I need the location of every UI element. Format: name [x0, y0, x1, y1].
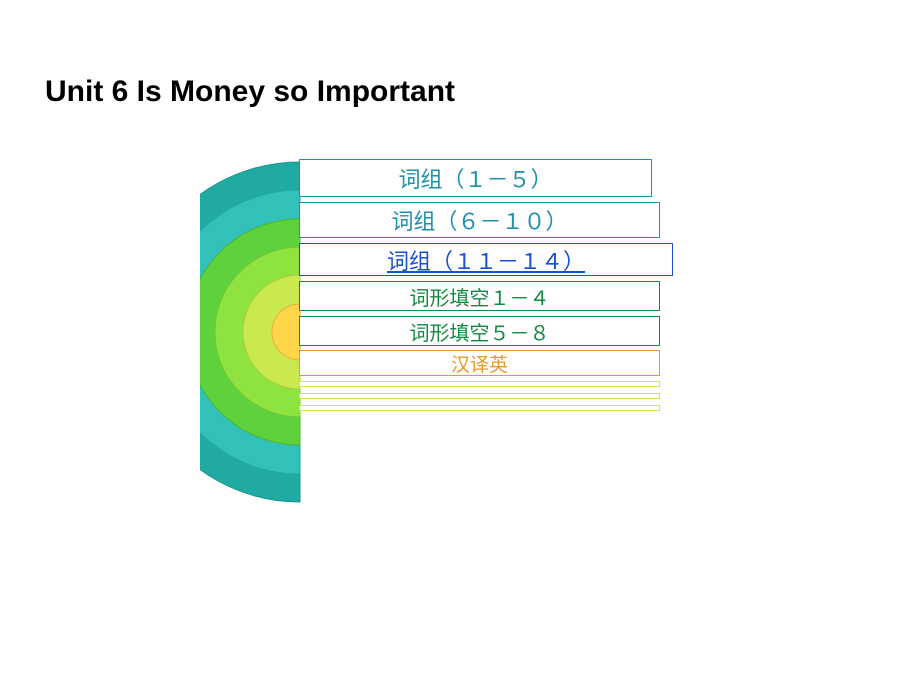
- menu-bar-3[interactable]: 词形填空１－４: [299, 281, 660, 311]
- page-title: Unit 6 Is Money so Important: [45, 75, 455, 109]
- menu-bar-5[interactable]: 汉译英: [299, 350, 660, 376]
- menu-bar-0[interactable]: 词组（１－５）: [299, 159, 652, 197]
- diagram-container: 词组（１－５） 词组（６－１０） 词组（１１－１４） 词形填空１－４ 词形填空５－８ 汉译…: [200, 150, 720, 510]
- accent-line-1: [299, 393, 660, 399]
- menu-bar-4[interactable]: 词形填空５－８: [299, 316, 660, 346]
- menu-bar-2[interactable]: 词组（１１－１４）: [299, 243, 673, 276]
- accent-line-0: [299, 381, 660, 387]
- accent-line-2: [299, 405, 660, 411]
- menu-bar-1[interactable]: 词组（６－１０）: [299, 202, 660, 238]
